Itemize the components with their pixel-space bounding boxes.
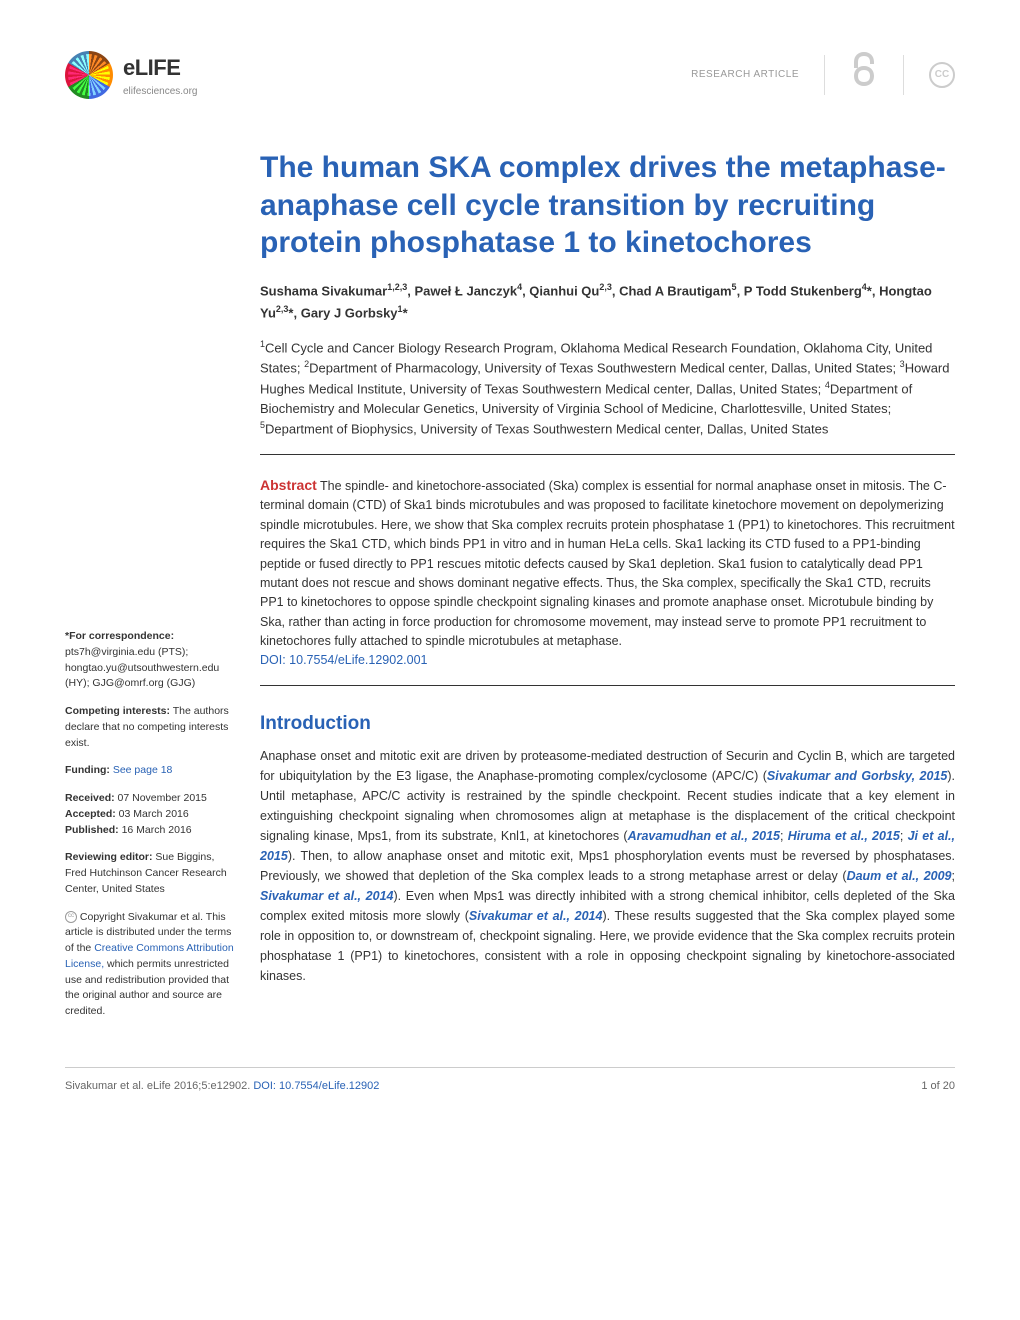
copyright-block: cc Copyright Sivakumar et al. This artic… (65, 910, 235, 1020)
header-right: RESEARCH ARTICLE CC (691, 50, 955, 99)
abstract-block: Abstract The spindle- and kinetochore-as… (260, 475, 955, 671)
published-label: Published: (65, 824, 119, 836)
introduction-text: Anaphase onset and mitotic exit are driv… (260, 746, 955, 986)
accepted-label: Accepted: (65, 808, 116, 820)
article-content: The human SKA complex drives the metapha… (260, 149, 955, 1032)
article-title: The human SKA complex drives the metapha… (260, 149, 955, 262)
divider (903, 55, 904, 95)
cc-license-icon: CC (929, 62, 955, 88)
journal-logo: eLIFE elifesciences.org (65, 51, 197, 99)
footer-doi-link[interactable]: DOI: 10.7554/eLife.12902 (253, 1080, 379, 1092)
abstract-label: Abstract (260, 477, 317, 493)
received-date: 07 November 2015 (115, 792, 207, 804)
journal-url: elifesciences.org (123, 84, 197, 99)
introduction-heading: Introduction (260, 710, 955, 739)
cc-small-icon: cc (65, 911, 77, 923)
correspondence-label: *For correspondence: (65, 630, 174, 642)
page-footer: Sivakumar et al. eLife 2016;5:e12902. DO… (65, 1067, 955, 1095)
abstract-text: The spindle- and kinetochore-associated … (260, 479, 955, 648)
page-number: 1 of 20 (921, 1078, 955, 1095)
article-sidebar: *For correspondence: pts7h@virginia.edu … (65, 149, 235, 1032)
reviewing-label: Reviewing editor: (65, 851, 153, 863)
funding-block: Funding: See page 18 (65, 763, 235, 779)
funding-link[interactable]: See page 18 (110, 764, 172, 776)
competing-label: Competing interests: (65, 705, 170, 717)
journal-name: eLIFE (123, 51, 197, 84)
reviewing-editor-block: Reviewing editor: Sue Biggins, Fred Hutc… (65, 850, 235, 897)
competing-interests-block: Competing interests: The authors declare… (65, 704, 235, 751)
section-divider (260, 685, 955, 686)
abstract-doi-link[interactable]: DOI: 10.7554/eLife.12902.001 (260, 653, 428, 667)
footer-citation: Sivakumar et al. eLife 2016;5:e12902. (65, 1080, 253, 1092)
funding-label: Funding: (65, 764, 110, 776)
section-divider (260, 454, 955, 455)
article-type-label: RESEARCH ARTICLE (691, 67, 799, 82)
article-authors: Sushama Sivakumar1,2,3, Paweł Ł Janczyk4… (260, 280, 955, 324)
page-header: eLIFE elifesciences.org RESEARCH ARTICLE… (65, 50, 955, 99)
dates-block: Received: 07 November 2015 Accepted: 03 … (65, 791, 235, 838)
received-label: Received: (65, 792, 115, 804)
open-access-icon (850, 50, 878, 99)
published-date: 16 March 2016 (119, 824, 192, 836)
accepted-date: 03 March 2016 (116, 808, 189, 820)
divider (824, 55, 825, 95)
correspondence-text: pts7h@virginia.edu (PTS); hongtao.yu@uts… (65, 646, 219, 690)
correspondence-block: *For correspondence: pts7h@virginia.edu … (65, 629, 235, 692)
article-affiliations: 1Cell Cycle and Cancer Biology Research … (260, 338, 955, 440)
elife-logo-icon (65, 51, 113, 99)
